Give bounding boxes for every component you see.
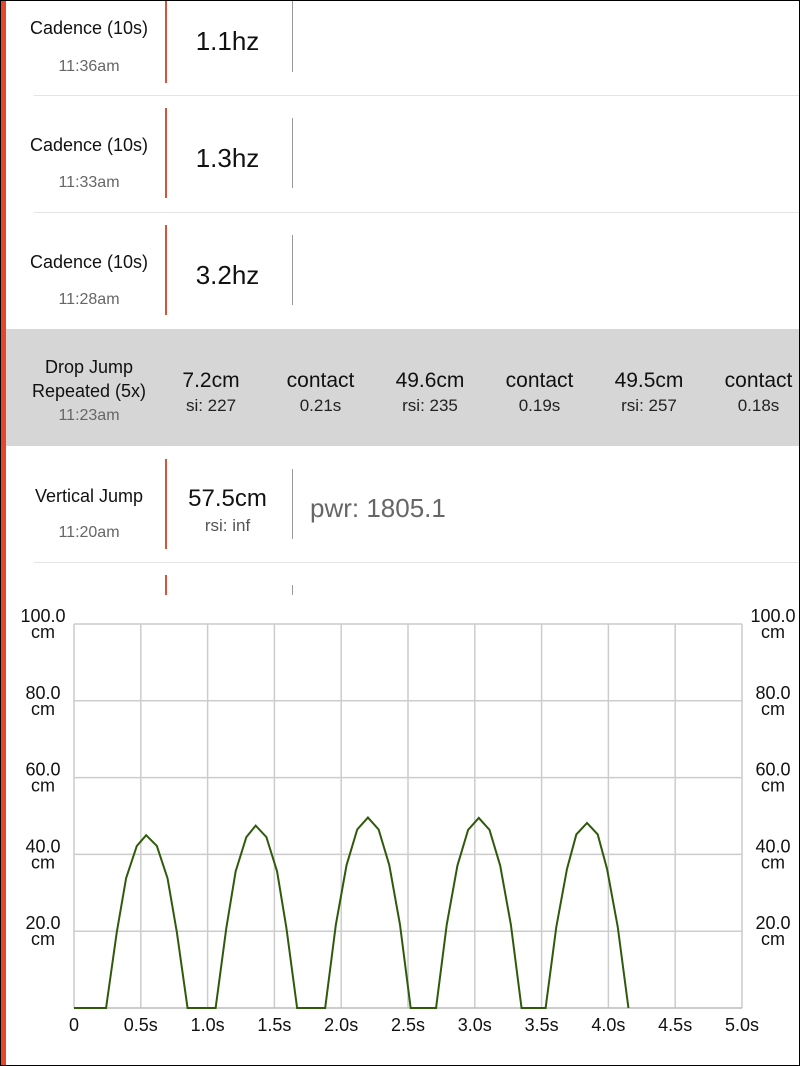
row-time: 11:23am [58,407,120,424]
x-tick-label: 1.0s [191,1015,225,1035]
separator [34,95,799,96]
divider [165,225,167,315]
cell-sub: si: 227 [185,396,237,415]
x-tick-label: 2.0s [324,1015,358,1035]
row-time: 11:33am [58,174,120,191]
x-tick-label: 3.0s [458,1015,492,1035]
cell-main: 7.2cm [182,369,240,392]
y-tick-label: 80.0 cm [25,683,60,719]
row-value: 57.5cm [188,485,267,512]
row-title: Cadence (10s) [29,135,149,155]
row-time: 11:28am [58,291,120,308]
divider [165,459,167,549]
y-tick-label: 40.0 cm [755,836,790,872]
divider [292,235,293,305]
y-tick-label: 60.0 cm [755,760,790,796]
divider [165,108,167,198]
row-title: Cadence (10s) [29,252,149,272]
x-tick-label: 3.5s [525,1015,559,1035]
separator [34,562,799,563]
row-value: 1.3hz [195,143,260,173]
cell-main: contact [724,369,793,392]
row-time: 11:36am [58,58,120,75]
cell-sub: 0.18s [737,396,780,415]
cell-main: 49.5cm [614,369,684,392]
y-tick-label: 100.0 cm [750,606,795,642]
row-title: Vertical Jump [34,486,144,506]
data-line [74,816,630,1009]
x-tick-label: 2.5s [391,1015,425,1035]
row-time: 11:20am [58,524,120,541]
divider [165,575,167,595]
y-tick-label: 60.0 cm [25,760,60,796]
y-tick-label: 80.0 cm [755,683,790,719]
divider [292,1,293,72]
cell-main: contact [505,369,574,392]
separator [34,212,799,213]
y-tick-label: 20.0 cm [25,913,60,949]
accent-bar [1,1,6,1065]
divider [165,1,167,83]
row-title: Cadence (10s) [29,18,149,38]
x-tick-label: 0.5s [124,1015,158,1035]
x-tick-label: 1.5s [257,1015,291,1035]
x-tick-label: 4.0s [591,1015,625,1035]
x-tick-label: 5.0s [725,1015,759,1035]
y-tick-label: 20.0 cm [755,913,790,949]
cell-sub: 0.21s [299,396,342,415]
row-title: Repeated (5x) [31,381,147,401]
cell-main: contact [286,369,355,392]
x-tick-label: 4.5s [658,1015,692,1035]
row-value: 3.2hz [195,260,260,290]
cell-strip: 7.2cm si: 227 contact 0.21s 49.6cm rsi: 235 co… [181,369,799,429]
row-extra: pwr: 1805.1 [310,493,446,523]
y-tick-label: 100.0 cm [20,606,65,642]
row-sub: rsi: inf [204,516,251,535]
divider [292,118,293,188]
divider [292,469,293,539]
x-tick-label: 0 [69,1015,79,1035]
divider [292,585,293,595]
cell-main: 49.6cm [395,369,465,392]
y-tick-label: 40.0 cm [25,836,60,872]
cell-sub: rsi: 257 [621,396,677,415]
chart: 20.0 cm 20.0 cm 40.0 cm 40.0 cm 60.0 cm 60.0 cm 80.0… [20,606,795,1035]
row-title: Drop Jump [44,357,134,377]
selected-row[interactable] [6,329,799,446]
row-value: 1.1hz [195,26,260,56]
cell-sub: rsi: 235 [402,396,458,415]
cell-sub: 0.19s [518,396,561,415]
